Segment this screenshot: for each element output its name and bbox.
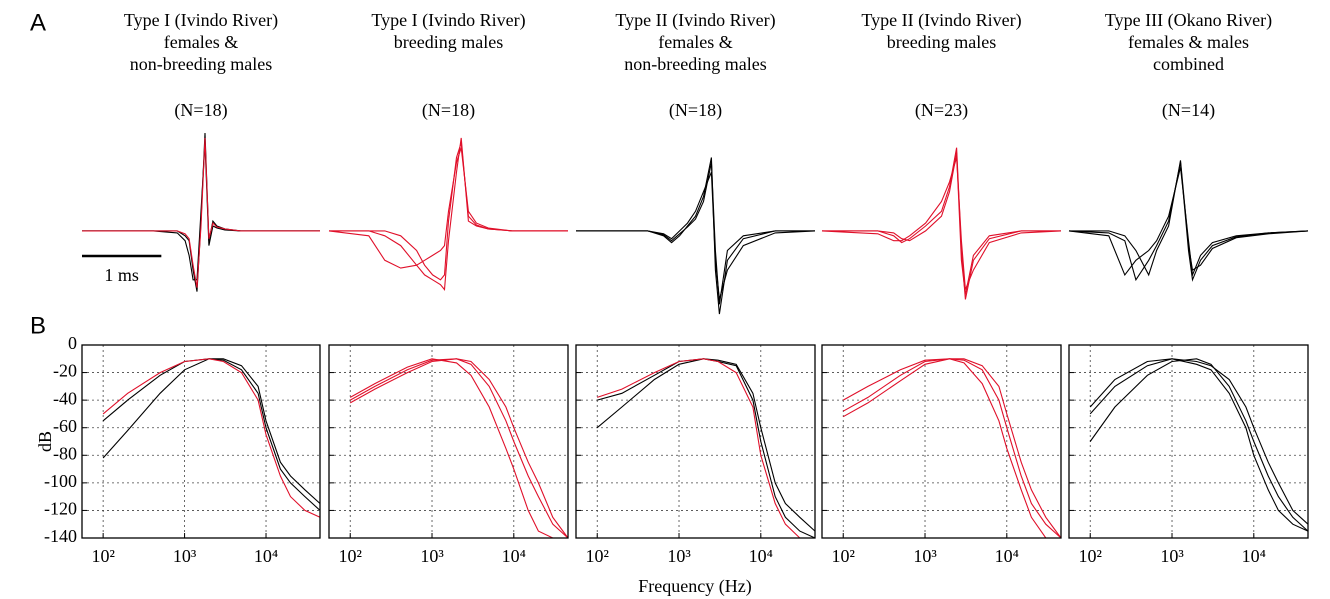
trace <box>328 147 568 269</box>
panel-title: breeding males <box>394 32 503 52</box>
panel-subtitle: (N=14) <box>1162 100 1215 121</box>
plot-frame <box>81 344 321 539</box>
y-tick-label: -120 <box>44 499 77 519</box>
plot-frame <box>1068 344 1309 539</box>
trace <box>597 358 815 539</box>
panel-label: A <box>30 9 46 36</box>
x-tick-label: 10⁴ <box>995 546 1019 566</box>
y-tick-label: -80 <box>53 443 77 463</box>
x-tick-label: 10³ <box>667 546 691 566</box>
panel-title: non-breeding males <box>130 54 272 74</box>
x-tick-label: 10² <box>91 546 114 566</box>
panel-subtitle: (N=18) <box>669 100 722 121</box>
x-tick-label: 10³ <box>1160 546 1184 566</box>
trace <box>82 142 320 281</box>
y-tick-label: -40 <box>53 388 77 408</box>
x-tick-label: 10⁴ <box>502 546 526 566</box>
panel-subtitle: (N=23) <box>915 100 968 121</box>
trace <box>596 358 816 539</box>
x-tick-label: 10² <box>339 546 362 566</box>
trace <box>821 157 1062 290</box>
x-tick-label: 10³ <box>420 546 444 566</box>
trace <box>1068 167 1309 278</box>
y-axis-label: dB <box>35 431 55 452</box>
panel-label: B <box>30 312 46 339</box>
trace <box>576 171 816 300</box>
x-tick-label: 10⁴ <box>749 546 773 566</box>
x-tick-label: 10² <box>1079 546 1102 566</box>
scale-bar-label: 1 ms <box>104 265 139 285</box>
panel-title: non-breeding males <box>624 54 766 74</box>
panel-title: combined <box>1153 54 1224 74</box>
panel-title: females & <box>658 32 732 52</box>
trace <box>1089 358 1309 532</box>
trace <box>597 358 816 532</box>
panel-title: females & males <box>1128 32 1249 52</box>
panel-title: Type I (Ivindo River) <box>371 10 525 31</box>
trace <box>349 358 569 539</box>
trace <box>842 358 1061 539</box>
trace <box>576 157 815 315</box>
trace <box>102 358 321 504</box>
trace <box>82 137 320 288</box>
panel-title: breeding males <box>887 32 996 52</box>
x-tick-label: 10² <box>586 546 609 566</box>
panel-title: females & <box>164 32 238 52</box>
trace <box>1089 358 1309 525</box>
trace <box>349 358 568 539</box>
panel-title: Type III (Okano River) <box>1105 10 1272 31</box>
x-tick-label: 10⁴ <box>1242 546 1266 566</box>
panel-subtitle: (N=18) <box>422 100 475 121</box>
trace <box>329 142 568 281</box>
x-tick-label: 10³ <box>913 546 937 566</box>
trace <box>1069 160 1309 277</box>
x-tick-label: 10³ <box>173 546 197 566</box>
trace <box>1068 162 1309 282</box>
trace <box>822 152 1061 295</box>
y-tick-label: -140 <box>44 526 77 546</box>
panel-title: Type II (Ivindo River) <box>861 10 1021 31</box>
trace <box>329 137 568 292</box>
plot-frame <box>821 344 1062 539</box>
trace <box>102 358 321 518</box>
y-tick-label: 0 <box>68 333 77 353</box>
trace <box>822 147 1061 300</box>
trace <box>349 358 569 539</box>
y-tick-label: -20 <box>53 361 77 381</box>
trace <box>1089 358 1309 532</box>
x-axis-label: Frequency (Hz) <box>638 576 751 597</box>
panel-subtitle: (N=18) <box>174 100 227 121</box>
panel-title: Type I (Ivindo River) <box>124 10 278 31</box>
x-tick-label: 10² <box>832 546 855 566</box>
x-tick-label: 10⁴ <box>254 546 278 566</box>
trace <box>842 358 1062 539</box>
y-tick-label: -60 <box>53 416 77 436</box>
plot-frame <box>328 344 569 539</box>
panel-title: Type II (Ivindo River) <box>615 10 775 31</box>
trace <box>102 358 321 511</box>
y-tick-label: -100 <box>44 471 77 491</box>
trace <box>576 162 815 305</box>
plot-frame <box>575 344 816 539</box>
trace <box>842 358 1062 539</box>
